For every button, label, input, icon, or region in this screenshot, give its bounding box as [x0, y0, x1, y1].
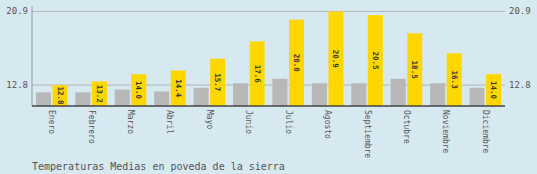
bar [368, 15, 383, 106]
bar [194, 88, 209, 106]
bar [470, 88, 485, 106]
bar [171, 71, 186, 106]
data-label: 14.0 [489, 81, 498, 100]
y-axis-line [32, 6, 33, 106]
category-label: Abril [165, 110, 174, 134]
category-label: Noviembre [441, 110, 450, 154]
category-label: Diciembre [481, 110, 490, 154]
bar [115, 90, 130, 106]
data-label: 14.0 [134, 81, 143, 100]
bar [154, 91, 169, 106]
chart: 12.8 13.2 14.0 14.4 15.7 17.6 20.0 20.9 20.5 18.5… [0, 0, 537, 174]
data-label: 12.8 [55, 87, 64, 106]
bar [210, 59, 225, 106]
category-label: Septiembre [363, 110, 372, 158]
y-tick-label: 12.8 [6, 80, 28, 90]
data-label: 17.6 [253, 65, 262, 84]
data-label: 20.9 [331, 50, 340, 69]
category-label: Junio [244, 110, 253, 134]
bar [92, 81, 107, 106]
title: Temperaturas Medias en poveda de la sier… [32, 161, 285, 172]
bar [272, 79, 287, 106]
data-label: 14.4 [174, 79, 183, 98]
bar [486, 74, 501, 106]
grid-line [32, 11, 505, 12]
data-label: 20.5 [371, 52, 380, 70]
background [0, 0, 537, 174]
bars [36, 11, 501, 106]
bar [250, 41, 265, 106]
bar [328, 11, 343, 106]
category-label: Octubre [402, 110, 411, 144]
bar [233, 83, 248, 106]
data-label: 20.0 [292, 54, 301, 73]
bar [52, 85, 67, 106]
bar [131, 74, 146, 106]
data-label: 13.2 [95, 85, 104, 103]
y-tick-label: 20.9 [6, 6, 28, 16]
bar [430, 83, 445, 106]
category-label: Enero [47, 110, 56, 134]
bar [36, 92, 51, 106]
x-axis-line [32, 105, 505, 107]
category-label: Agosto [323, 110, 332, 139]
bar [447, 53, 462, 106]
data-label: 15.7 [213, 73, 222, 91]
data-label: 18.5 [410, 61, 419, 79]
bar [312, 83, 327, 106]
bar [407, 33, 422, 106]
category-label: Marzo [126, 110, 135, 134]
bar [75, 92, 90, 106]
data-label: 16.3 [450, 71, 459, 90]
bar [391, 79, 406, 106]
bar [289, 20, 304, 106]
y-tick-label-right: 20.9 [509, 6, 531, 16]
category-label: Mayo [205, 110, 214, 129]
category-label: Julio [284, 110, 293, 134]
bar [351, 83, 366, 106]
y-tick-label-right: 12.8 [509, 80, 531, 90]
category-label: Febrero [87, 110, 96, 144]
